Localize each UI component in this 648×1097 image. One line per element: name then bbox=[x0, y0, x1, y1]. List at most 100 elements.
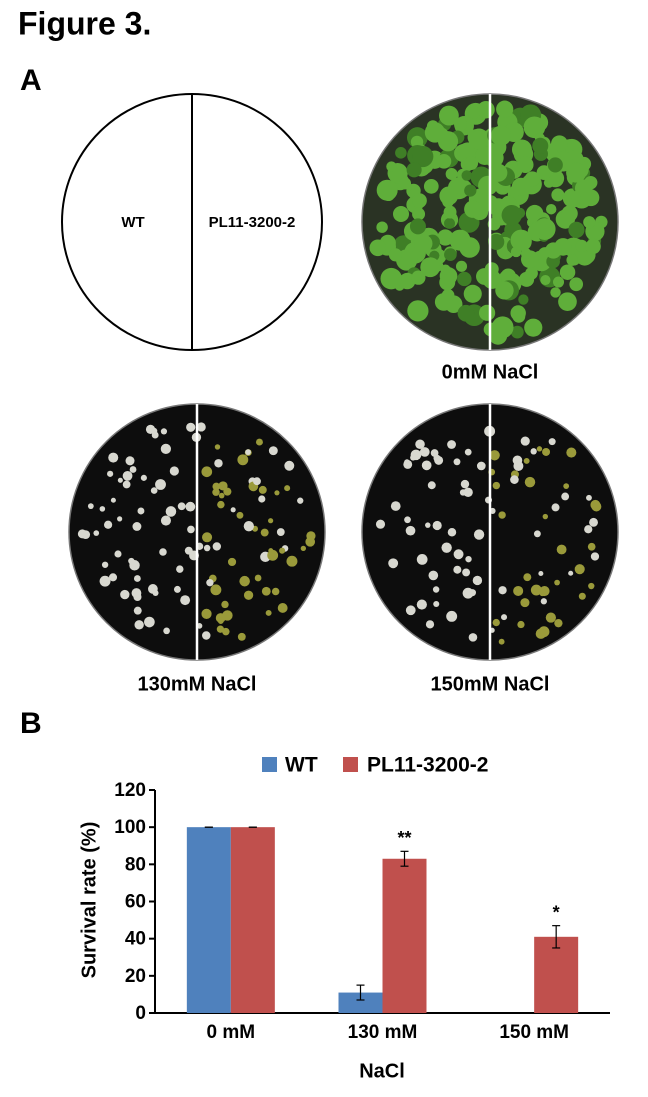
seedling bbox=[454, 117, 468, 131]
seedling bbox=[501, 205, 522, 226]
seedling bbox=[279, 547, 286, 554]
seedling bbox=[550, 287, 561, 298]
plate-label: 150mM NaCl bbox=[431, 673, 550, 695]
seedling bbox=[462, 587, 474, 599]
seedling bbox=[133, 575, 141, 582]
seedling bbox=[428, 570, 439, 581]
seedling bbox=[424, 122, 446, 143]
seedling bbox=[519, 271, 535, 287]
seedling bbox=[380, 267, 402, 290]
seedling bbox=[463, 487, 473, 498]
seedling bbox=[498, 511, 506, 519]
seedling bbox=[129, 466, 137, 473]
seedling bbox=[517, 156, 534, 173]
seedling bbox=[212, 482, 221, 491]
seedling bbox=[284, 485, 291, 492]
seedling bbox=[411, 193, 427, 209]
seedling bbox=[479, 304, 496, 321]
seedling bbox=[218, 481, 228, 491]
seedling bbox=[551, 503, 560, 512]
seedling bbox=[540, 598, 547, 605]
seedling bbox=[230, 507, 236, 513]
seedling bbox=[520, 248, 532, 259]
seedling bbox=[133, 606, 142, 615]
seedling bbox=[542, 513, 549, 520]
seedling bbox=[511, 177, 530, 196]
seedling bbox=[532, 137, 549, 154]
seedling bbox=[406, 162, 422, 178]
seedling bbox=[558, 292, 577, 311]
seedling bbox=[523, 116, 546, 139]
seedling bbox=[297, 497, 304, 504]
seedling bbox=[438, 105, 459, 126]
seedling bbox=[523, 457, 530, 464]
x-tick-label: 130 mM bbox=[348, 1022, 418, 1043]
error-bar bbox=[400, 850, 409, 867]
seedling bbox=[539, 585, 550, 597]
seedling bbox=[520, 598, 530, 608]
seedling bbox=[440, 264, 451, 275]
seedling bbox=[132, 522, 142, 531]
seedling bbox=[518, 294, 529, 305]
seedling bbox=[255, 438, 263, 446]
seedling bbox=[221, 600, 229, 609]
seedling bbox=[453, 458, 461, 466]
seedling bbox=[460, 479, 470, 489]
seedling bbox=[101, 561, 109, 568]
seedling bbox=[524, 318, 543, 337]
seedling bbox=[551, 188, 565, 202]
plate-label: 0mM NaCl bbox=[442, 361, 539, 383]
seedling bbox=[414, 234, 433, 253]
seedling bbox=[404, 459, 410, 465]
seedling bbox=[187, 525, 195, 534]
seedling bbox=[590, 499, 601, 510]
seedling bbox=[122, 470, 133, 481]
seedling bbox=[160, 515, 171, 526]
seedling bbox=[407, 300, 429, 322]
seedling bbox=[477, 100, 495, 119]
seedling bbox=[520, 436, 530, 446]
seedling bbox=[388, 558, 399, 569]
seedling bbox=[390, 501, 401, 511]
seedling bbox=[169, 466, 179, 476]
seedling bbox=[261, 586, 271, 596]
seedling bbox=[133, 592, 142, 602]
seedling bbox=[404, 516, 411, 524]
seedling bbox=[455, 260, 468, 272]
seedling bbox=[584, 525, 593, 534]
seedling bbox=[265, 609, 272, 616]
seedling bbox=[430, 449, 439, 457]
seedling bbox=[201, 466, 213, 478]
seedling bbox=[488, 233, 505, 251]
seedling bbox=[574, 179, 593, 197]
bar bbox=[230, 827, 275, 1013]
seedling bbox=[574, 564, 585, 575]
seedling bbox=[545, 203, 557, 215]
seedling bbox=[245, 449, 251, 456]
seedling bbox=[122, 480, 131, 489]
seedling bbox=[405, 525, 416, 536]
seedling bbox=[222, 627, 230, 636]
y-tick-label: 80 bbox=[125, 854, 146, 875]
seedling bbox=[155, 479, 166, 490]
seedling bbox=[165, 506, 177, 517]
seedling bbox=[125, 456, 135, 466]
seedling bbox=[437, 229, 454, 246]
seedling bbox=[468, 130, 488, 150]
seedling bbox=[163, 627, 170, 635]
seedling bbox=[444, 248, 457, 261]
seedling bbox=[180, 595, 191, 606]
seedling bbox=[453, 549, 464, 560]
seedling bbox=[176, 565, 184, 573]
diagram-label: PL11-3200-2 bbox=[209, 214, 296, 231]
seedling bbox=[202, 532, 213, 543]
significance-label: ** bbox=[397, 828, 411, 848]
seedling bbox=[552, 276, 565, 288]
plate-label: 130mM NaCl bbox=[138, 673, 257, 695]
seedling bbox=[473, 529, 485, 540]
seedling bbox=[434, 455, 444, 465]
seedling bbox=[300, 545, 307, 552]
seedling bbox=[421, 460, 432, 471]
seedling bbox=[461, 170, 472, 181]
seedling bbox=[457, 304, 475, 322]
